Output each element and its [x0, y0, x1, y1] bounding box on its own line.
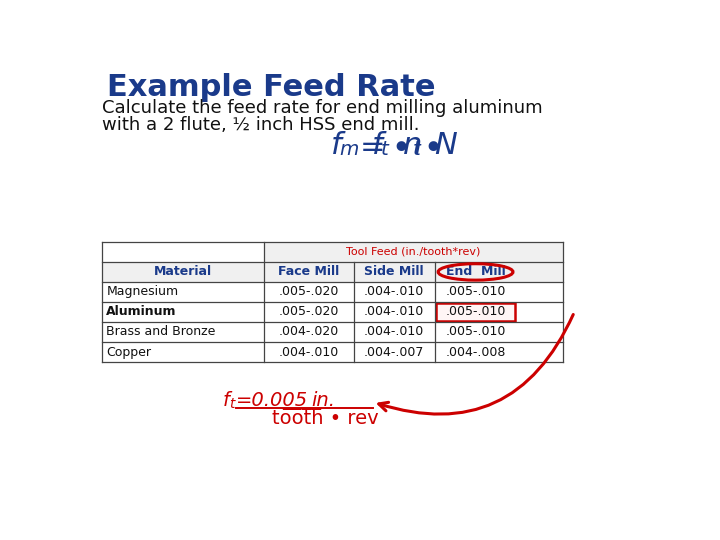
Text: .005-.020: .005-.020	[279, 286, 339, 299]
Text: Brass and Bronze: Brass and Bronze	[107, 326, 216, 339]
Text: Calculate the feed rate for end milling aluminum: Calculate the feed rate for end milling …	[102, 99, 542, 117]
Text: Copper: Copper	[107, 346, 151, 359]
Text: .004-.020: .004-.020	[279, 326, 339, 339]
Text: $=$: $=$	[354, 130, 384, 161]
Text: Example Feed Rate: Example Feed Rate	[107, 72, 436, 102]
Text: .004-.007: .004-.007	[364, 346, 424, 359]
Text: .005-.010: .005-.010	[446, 326, 505, 339]
Text: in.: in.	[311, 391, 335, 410]
Text: End  Mill: End Mill	[446, 266, 505, 279]
Text: $\bullet$: $\bullet$	[423, 130, 440, 161]
Text: $t$: $t$	[380, 140, 390, 159]
Text: Aluminum: Aluminum	[107, 306, 177, 319]
Text: ____: ____	[282, 391, 321, 410]
Text: $\bullet$: $\bullet$	[390, 130, 408, 161]
Text: .005-.020: .005-.020	[279, 306, 339, 319]
FancyArrowPatch shape	[379, 314, 573, 414]
Text: Material: Material	[154, 266, 212, 279]
Bar	[264, 242, 563, 262]
Text: Side Mill: Side Mill	[364, 266, 424, 279]
Text: .004-.010: .004-.010	[364, 286, 424, 299]
Text: $f$: $f$	[330, 130, 347, 161]
Text: $n$: $n$	[402, 130, 420, 161]
Text: .004-.008: .004-.008	[446, 346, 505, 359]
Text: with a 2 flute, ½ inch HSS end mill.: with a 2 flute, ½ inch HSS end mill.	[102, 116, 419, 133]
Text: tooth • rev: tooth • rev	[272, 409, 379, 429]
Text: $t$: $t$	[229, 397, 236, 411]
Bar	[436, 303, 516, 321]
Text: $N$: $N$	[434, 130, 458, 161]
Text: Magnesium: Magnesium	[107, 286, 179, 299]
Text: .005-.010: .005-.010	[446, 306, 505, 319]
Text: Tool Feed (in./tooth*rev): Tool Feed (in./tooth*rev)	[346, 247, 481, 257]
Text: $f$: $f$	[372, 130, 388, 161]
Text: .004-.010: .004-.010	[364, 326, 424, 339]
Text: .004-.010: .004-.010	[279, 346, 339, 359]
Text: .005-.010: .005-.010	[446, 286, 505, 299]
Bar	[102, 262, 563, 282]
Text: Face Mill: Face Mill	[279, 266, 340, 279]
Text: $m$: $m$	[339, 140, 359, 159]
Text: $f$: $f$	[222, 391, 233, 410]
Text: $t$: $t$	[413, 140, 423, 159]
Text: .004-.010: .004-.010	[364, 306, 424, 319]
Text: =0.005: =0.005	[235, 391, 308, 410]
